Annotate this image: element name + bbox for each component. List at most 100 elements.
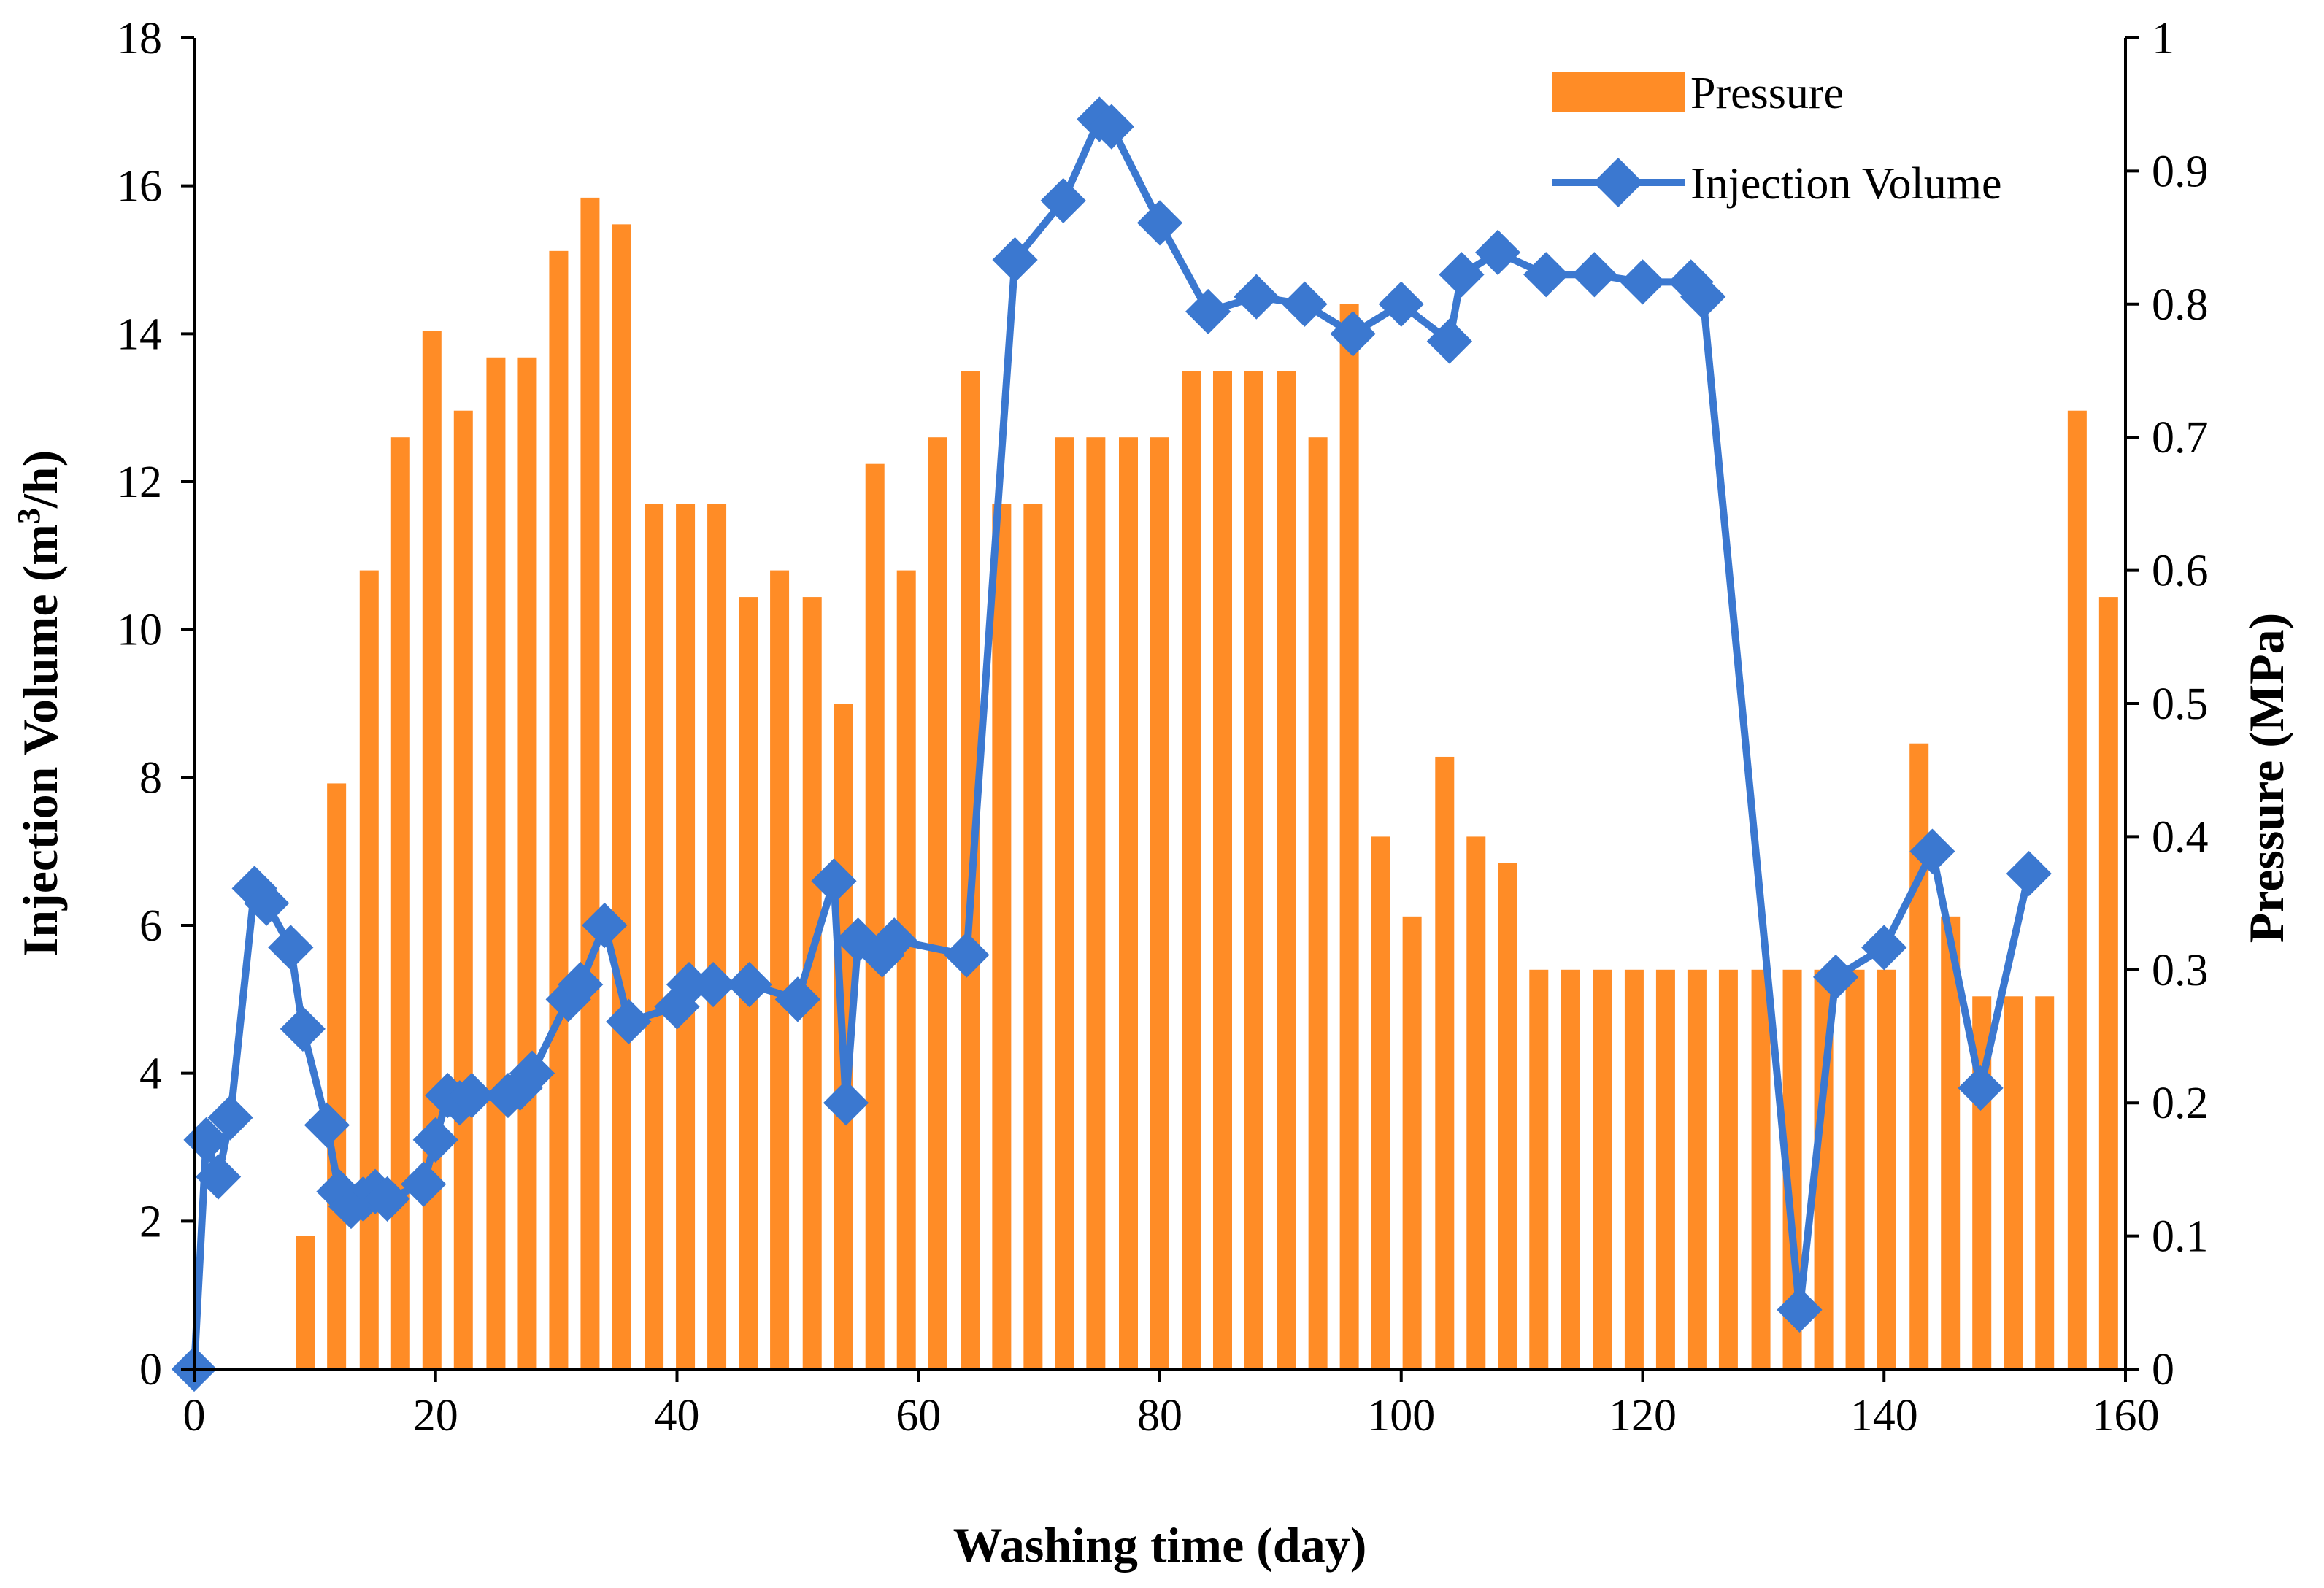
- pressure-bar: [1212, 371, 1232, 1369]
- x-tick-label: 80: [1137, 1391, 1182, 1441]
- right-y-tick-label: 0.6: [2152, 547, 2209, 596]
- injection-volume-point: [401, 1161, 447, 1207]
- x-tick-label: 160: [2092, 1391, 2160, 1441]
- injection-volume-point: [1861, 925, 1907, 971]
- pressure-bar: [549, 250, 569, 1370]
- injection-volume-point: [280, 1006, 326, 1052]
- right-y-tick-label: 0.4: [2152, 812, 2209, 862]
- pressure-bar: [2098, 597, 2118, 1369]
- x-tick-label: 100: [1367, 1391, 1435, 1441]
- pressure-bar: [896, 570, 916, 1369]
- pressure-bar: [2035, 996, 2055, 1369]
- right-y-axis-ticks: 0 0.1 0.2 0.3 0.4 0.5 0.6 0.7 0.8 0.9 1: [2125, 14, 2209, 1395]
- right-y-tick-label: 0.5: [2152, 679, 2209, 729]
- pressure-bar: [992, 504, 1012, 1369]
- injection-volume-point: [1571, 252, 1617, 298]
- pressure-bar: [612, 224, 631, 1369]
- injection-volume-point: [1136, 200, 1183, 246]
- right-y-tick-label: 0.7: [2152, 413, 2209, 463]
- x-tick-label: 20: [413, 1391, 458, 1441]
- x-tick-label: 0: [183, 1391, 206, 1441]
- x-axis-title: Washing time (day): [953, 1517, 1367, 1573]
- pressure-bar: [1529, 969, 1549, 1369]
- right-y-tick-label: 0.8: [2152, 280, 2209, 330]
- left-y-tick-label: 6: [139, 901, 162, 951]
- x-axis-ticks: 0 20 40 60 80 100 120 140 160: [183, 1369, 2160, 1441]
- pressure-bar: [928, 437, 947, 1370]
- pressure-bar: [1402, 916, 1422, 1369]
- legend-injection-volume-marker: [1593, 158, 1643, 207]
- pressure-bar: [1308, 437, 1328, 1370]
- left-y-tick-label: 4: [139, 1049, 162, 1099]
- pressure-bar: [2004, 996, 2023, 1369]
- injection-volume-point: [2006, 850, 2052, 897]
- left-y-tick-label: 2: [139, 1197, 162, 1246]
- pressure-bar: [1339, 304, 1359, 1369]
- pressure-bar: [770, 570, 790, 1369]
- pressure-bar: [1435, 756, 1455, 1369]
- injection-volume-point: [1185, 288, 1231, 335]
- pressure-bar: [327, 783, 347, 1369]
- pressure-bar: [1751, 969, 1771, 1369]
- pressure-bar: [1055, 437, 1074, 1370]
- legend-pressure-swatch: [1552, 72, 1685, 112]
- injection-volume-point: [1474, 229, 1521, 275]
- injection-volume-point: [1330, 311, 1376, 357]
- injection-volume-point: [690, 961, 736, 1008]
- pressure-bar: [676, 504, 696, 1369]
- injection-volume-point: [666, 961, 712, 1008]
- left-y-tick-label: 18: [117, 14, 162, 63]
- injection-volume-point: [726, 961, 772, 1008]
- injection-volume-point: [606, 998, 652, 1044]
- pressure-bar: [2067, 410, 2087, 1369]
- left-y-tick-label: 14: [117, 309, 162, 359]
- injection-volume-point: [268, 925, 314, 971]
- pressure-bar: [1624, 969, 1644, 1369]
- right-y-tick-label: 1: [2152, 14, 2174, 63]
- injection-volume-point: [944, 932, 990, 978]
- pressure-bar: [359, 570, 379, 1369]
- right-y-tick-label: 0.2: [2152, 1079, 2209, 1128]
- pressure-bar: [1498, 863, 1517, 1369]
- injection-volume-point: [412, 1117, 458, 1163]
- x-tick-label: 60: [896, 1391, 941, 1441]
- injection-volume-point: [1958, 1065, 2004, 1111]
- pressure-bar: [1150, 437, 1169, 1370]
- pressure-bar: [517, 357, 537, 1369]
- legend-injection-volume-label: Injection Volume: [1690, 159, 2002, 209]
- injection-volume-point: [1523, 252, 1569, 298]
- pressure-bar: [645, 504, 664, 1369]
- legend-pressure-label: Pressure: [1690, 69, 1844, 118]
- pressure-bar: [486, 357, 506, 1369]
- injection-volume-point: [558, 961, 604, 1008]
- injection-volume-point: [1620, 259, 1666, 305]
- pressure-bar: [1086, 437, 1106, 1370]
- injection-volume-point: [1234, 274, 1280, 320]
- right-y-tick-label: 0.3: [2152, 946, 2209, 995]
- pressure-bar: [1941, 916, 1961, 1369]
- left-y-tick-label: 12: [117, 458, 162, 507]
- injection-volume-point: [449, 1072, 495, 1119]
- pressure-bar: [390, 437, 410, 1370]
- pressure-bar: [1687, 969, 1707, 1369]
- x-tick-label: 140: [1850, 1391, 1918, 1441]
- left-y-tick-label: 0: [139, 1345, 162, 1395]
- pressure-bar: [1023, 504, 1043, 1369]
- x-tick-label: 120: [1609, 1391, 1677, 1441]
- pressure-bar: [1845, 969, 1865, 1369]
- pressure-bar: [1277, 371, 1296, 1369]
- pressure-bar: [580, 197, 600, 1369]
- injection-volume-point: [582, 902, 628, 949]
- superscript: 3: [11, 508, 47, 524]
- injection-volume-point: [1282, 281, 1328, 327]
- injection-volume-point: [823, 1080, 869, 1126]
- pressure-bar: [1561, 969, 1580, 1369]
- pressure-bars: [296, 197, 2118, 1370]
- injection-volume-point: [509, 1050, 555, 1096]
- right-y-tick-label: 0.9: [2152, 147, 2209, 196]
- pressure-bar: [1244, 371, 1263, 1369]
- pressure-bar: [422, 331, 442, 1369]
- right-y-axis-title: Pressure (MPa): [2239, 613, 2294, 944]
- pressure-bar: [1181, 371, 1201, 1369]
- pressure-bar: [707, 504, 727, 1369]
